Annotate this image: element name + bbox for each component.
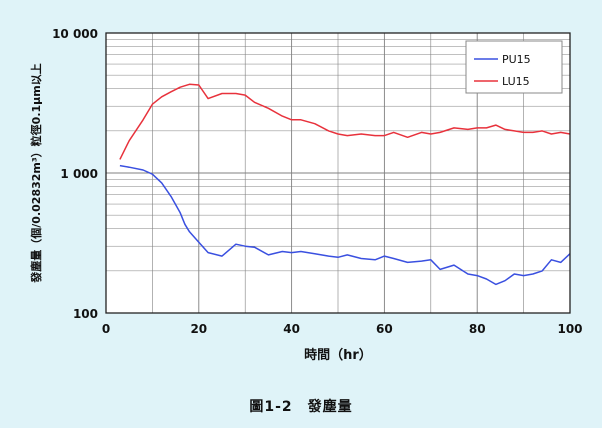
legend-box xyxy=(465,40,563,94)
x-tick-label: 80 xyxy=(469,322,486,336)
legend: PU15 LU15 xyxy=(465,40,563,94)
y-tick-label: 1 000 xyxy=(60,167,98,181)
x-axis-title: 時間（hr） xyxy=(304,347,372,363)
legend-label-pu15: PU15 xyxy=(502,53,531,66)
y-tick-label: 100 xyxy=(73,307,98,321)
legend-label-lu15: LU15 xyxy=(502,75,530,88)
ticks: 0 20 40 60 80 100 100 1 000 10 000 xyxy=(52,27,582,336)
x-tick-label: 40 xyxy=(283,322,300,336)
x-tick-label: 0 xyxy=(102,322,110,336)
y-tick-label: 10 000 xyxy=(52,27,98,41)
x-tick-label: 60 xyxy=(376,322,393,336)
plot-frame xyxy=(105,32,571,314)
x-tick-label: 100 xyxy=(557,322,582,336)
figure-caption: 圖1-2 發塵量 xyxy=(249,399,353,415)
series-layer xyxy=(119,83,571,286)
chart: 0 20 40 60 80 100 100 1 000 10 000 PU15 LU15 時間（… xyxy=(29,27,583,363)
series-line-lu15 xyxy=(119,83,571,160)
series-line-pu15 xyxy=(119,164,571,286)
x-tick-label: 20 xyxy=(190,322,207,336)
y-axis-title: 發塵量（個/0.02832m³）粒徑0.1μm以上 xyxy=(29,63,43,283)
